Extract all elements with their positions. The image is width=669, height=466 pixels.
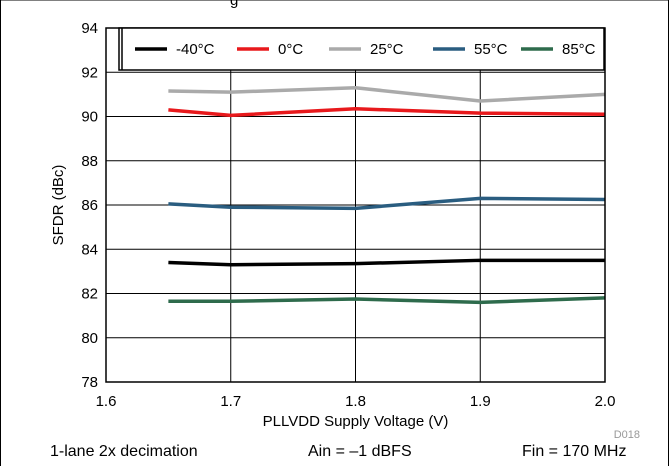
- y-tick-label: 86: [81, 197, 98, 214]
- x-axis: 1.6 1.7 1.8 1.9 2.0: [96, 393, 616, 410]
- series-line: [168, 107, 606, 118]
- legend-label: -40°C: [176, 41, 215, 58]
- series-line: [168, 296, 606, 305]
- x-axis-label: PLLVDD Supply Voltage (V): [263, 413, 449, 430]
- legend-label: 0°C: [278, 41, 303, 58]
- x-tick-label: 1.6: [96, 393, 117, 410]
- x-tick-label: 2.0: [595, 393, 616, 410]
- legend: -40°C 0°C 25°C 55°C 85°C: [118, 27, 605, 71]
- footer-frequency: Fin = 170 MHz: [522, 443, 627, 460]
- y-tick-label: 80: [81, 330, 98, 347]
- y-tick-label: 78: [81, 374, 98, 391]
- x-tick-label: 1.7: [220, 393, 241, 410]
- y-tick-label: 90: [81, 109, 98, 126]
- legend-label: 85°C: [562, 41, 596, 58]
- legend-label: 55°C: [474, 41, 508, 58]
- y-tick-label: 92: [81, 64, 98, 81]
- chart-title-fragment: g: [230, 0, 239, 9]
- series-line: [168, 85, 606, 103]
- x-tick-label: 1.9: [470, 393, 491, 410]
- y-tick-label: 82: [81, 286, 98, 303]
- figure-id: D018: [614, 429, 640, 441]
- y-tick-label: 88: [81, 153, 98, 170]
- series-line: [168, 196, 606, 211]
- y-tick-label: 94: [81, 20, 98, 37]
- series-line: [168, 258, 605, 267]
- footer-mode: 1-lane 2x decimation: [50, 443, 198, 460]
- y-axis: 78 80 82 84 86 88 90 92 94: [81, 20, 98, 391]
- footer-amplitude: Ain = –1 dBFS: [308, 443, 412, 460]
- y-tick-label: 84: [81, 241, 98, 258]
- series-lines: [168, 85, 606, 305]
- x-tick-label: 1.8: [345, 393, 366, 410]
- legend-label: 25°C: [370, 41, 404, 58]
- y-axis-label: SFDR (dBc): [50, 165, 67, 246]
